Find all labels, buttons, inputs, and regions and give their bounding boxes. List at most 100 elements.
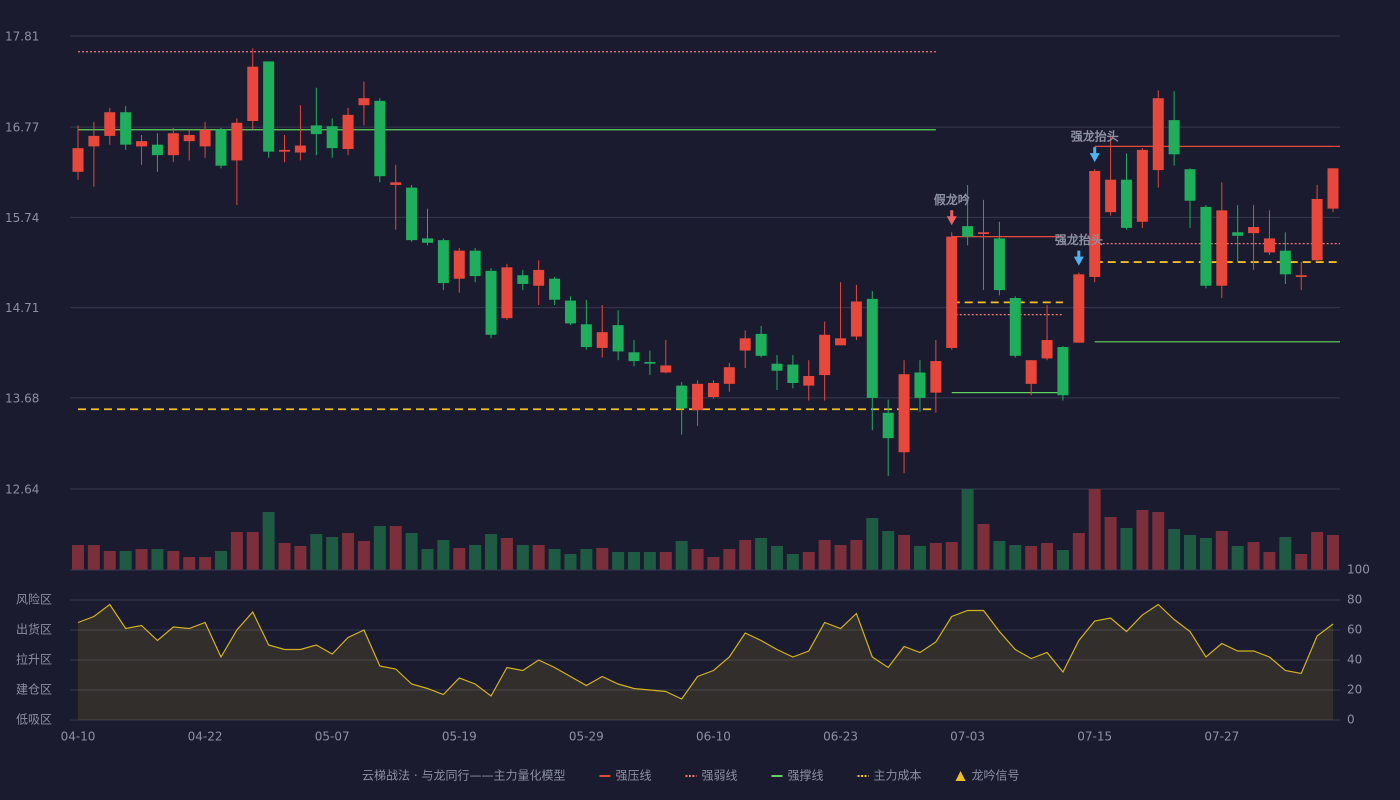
volume-bar (373, 526, 386, 570)
volume-bar (675, 541, 688, 570)
y-tick-label: 14.71 (5, 301, 39, 315)
volume-bar (548, 549, 561, 570)
candle-body (1105, 179, 1117, 213)
volume-bar (405, 533, 418, 570)
volume-bar (1263, 552, 1276, 570)
volume-bar (500, 538, 513, 570)
volume-bar (913, 546, 926, 570)
volume-bar (755, 538, 768, 570)
volume-bar (1231, 546, 1244, 570)
candle-body (628, 352, 640, 362)
volume-bar (437, 540, 450, 570)
volume-bar (485, 534, 498, 570)
volume-bar (929, 543, 942, 570)
volume-bar (1088, 489, 1101, 570)
candle-body (1057, 347, 1069, 396)
candle-body (167, 133, 179, 156)
y2-tick-label: 40 (1347, 653, 1362, 667)
signal-arrow (1089, 147, 1100, 163)
x-tick-label: 05-07 (315, 730, 350, 744)
candle-body (1327, 168, 1339, 209)
candle-body (1136, 149, 1148, 222)
candle-body (517, 275, 529, 284)
volume-bar (691, 549, 704, 570)
x-tick-label: 06-10 (696, 730, 731, 744)
x-tick-label: 07-03 (950, 730, 985, 744)
candle-body (72, 148, 84, 172)
candle-body (723, 367, 735, 384)
legend-label: 强弱线 (701, 769, 737, 783)
volume-bar (1120, 528, 1133, 570)
volume-bar (1136, 510, 1149, 570)
candle-body (962, 226, 974, 237)
volume-bar (246, 532, 259, 570)
volume-bar (214, 551, 227, 570)
candle-body (1184, 169, 1196, 201)
candle-body (549, 278, 561, 300)
candle-body (1311, 198, 1323, 261)
zone-label: 拉升区 (16, 652, 52, 667)
volume-bar (310, 534, 323, 570)
volume-bar (278, 543, 291, 570)
candle-body (501, 267, 513, 319)
volume-bar (1279, 537, 1292, 570)
candle-body (739, 338, 751, 351)
volume-bar (87, 545, 100, 570)
candle-body (533, 269, 545, 286)
candle-body (406, 187, 418, 241)
volume-bar (564, 554, 577, 570)
candle-body (993, 238, 1005, 291)
volume-bar (977, 524, 990, 570)
volume-bar (770, 546, 783, 570)
signal-label: 假龙吟 (934, 192, 970, 207)
y-tick-label: 15.74 (5, 211, 39, 225)
candle-body (136, 141, 148, 147)
candle-body (596, 332, 608, 348)
candle-body (199, 129, 211, 147)
volume-bar (945, 542, 958, 570)
volume-bar (866, 518, 879, 570)
volume-bar (469, 545, 482, 570)
candle-body (787, 364, 799, 383)
candle-body (707, 382, 719, 397)
volume-bar (1199, 538, 1212, 570)
candle-body (692, 383, 704, 411)
candle-body (437, 240, 449, 284)
indicator-line (77, 603, 1334, 700)
volume-bar (612, 552, 625, 570)
candle-body (151, 144, 163, 156)
candle-body (1089, 170, 1101, 277)
volume-bar (1215, 531, 1228, 570)
volume-bar (961, 489, 974, 570)
candle-body (469, 250, 481, 277)
volume-bar (850, 540, 863, 570)
x-tick-label: 06-23 (823, 730, 858, 744)
volume-bar (723, 549, 736, 570)
candle-body (819, 334, 831, 376)
candle-body (644, 361, 656, 364)
volume-bar (596, 548, 609, 570)
legend-title: 云梯战法 · 与龙同行——主力量化模型 (362, 769, 565, 783)
y-tick-label: 17.81 (5, 30, 39, 44)
volume-bar (421, 549, 434, 570)
signal-label: 强龙抬头 (1055, 232, 1103, 247)
candle-body (660, 365, 672, 373)
candle-body (1248, 227, 1260, 234)
volume-bar (135, 549, 148, 570)
candle-body (771, 363, 783, 371)
indicator-area (78, 604, 1333, 720)
legend-label: 强压线 (615, 769, 651, 783)
volume-bar (199, 557, 212, 570)
y2-tick-label: 100 (1347, 563, 1370, 577)
candle-body (120, 112, 132, 145)
y2-tick-label: 60 (1347, 623, 1362, 637)
volume-bar (628, 552, 641, 570)
volume-bar (72, 545, 84, 570)
volume-bar (167, 551, 180, 570)
candle-body (1216, 210, 1228, 286)
volume-bar (1009, 545, 1022, 570)
x-tick-label: 07-27 (1204, 730, 1239, 744)
candle-body (1200, 206, 1212, 286)
candle-body (1279, 250, 1291, 275)
